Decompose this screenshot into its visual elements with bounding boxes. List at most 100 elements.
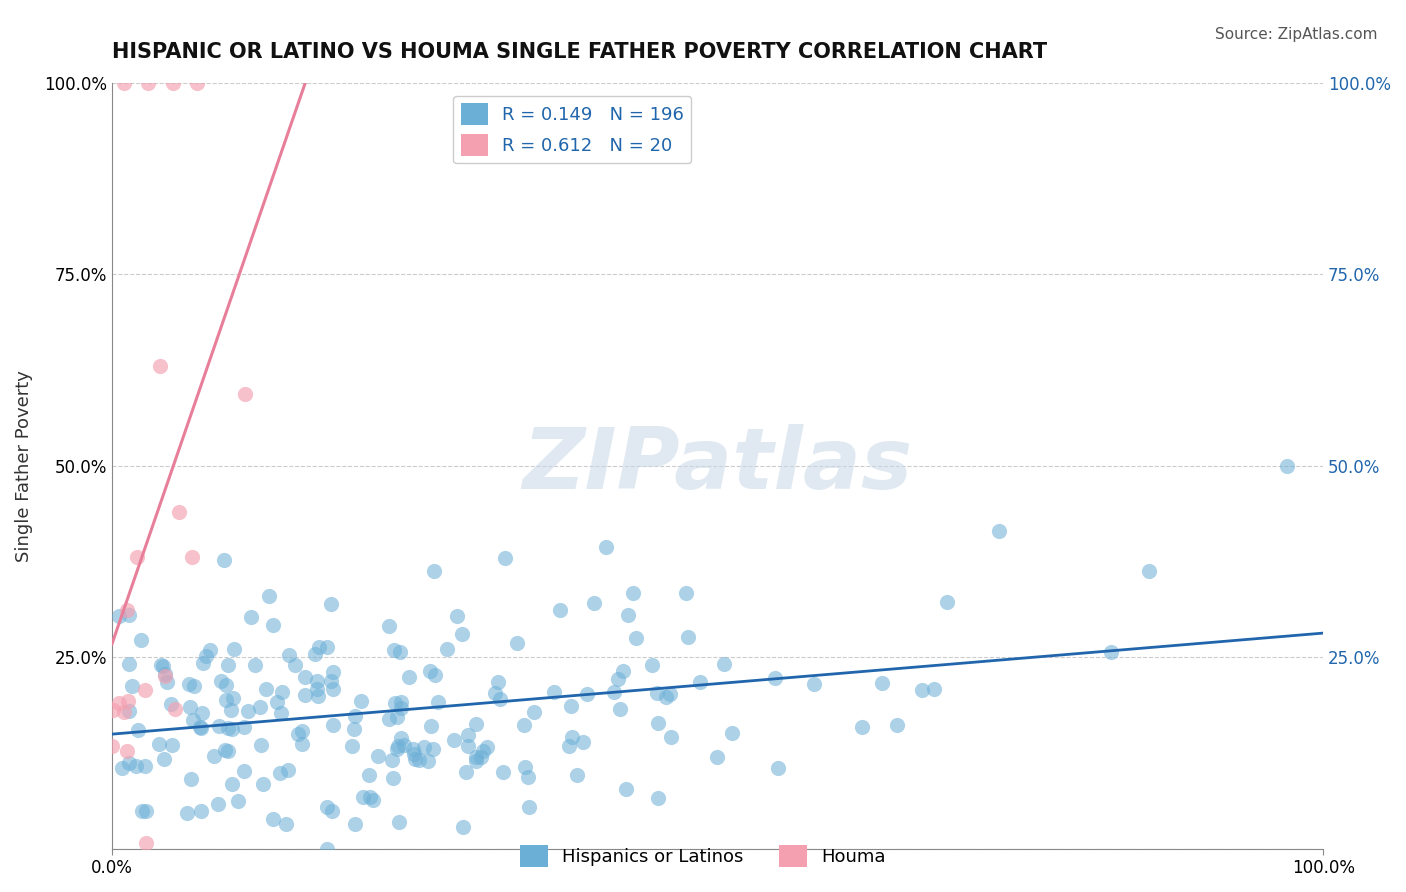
Hispanics or Latinos: [464, 716, 486, 731]
Hispanics or Latinos: [135, 805, 157, 819]
Hispanics or Latinos: [239, 609, 262, 624]
Hispanics or Latinos: [678, 631, 700, 645]
Hispanics or Latinos: [446, 609, 468, 624]
Hispanics or Latinos: [249, 738, 271, 752]
Hispanics or Latinos: [721, 726, 744, 740]
Hispanics or Latinos: [451, 821, 474, 835]
Hispanics or Latinos: [492, 764, 515, 779]
Hispanics or Latinos: [456, 764, 478, 779]
Hispanics or Latinos: [382, 771, 405, 785]
Hispanics or Latinos: [470, 750, 492, 764]
Hispanics or Latinos: [243, 657, 266, 672]
Hispanics or Latinos: [523, 705, 546, 719]
Hispanics or Latinos: [307, 689, 329, 703]
Hispanics or Latinos: [377, 712, 399, 726]
Houma: [101, 703, 124, 717]
Hispanics or Latinos: [252, 777, 274, 791]
Hispanics or Latinos: [543, 684, 565, 698]
Hispanics or Latinos: [190, 804, 212, 818]
Legend: R = 0.149   N = 196, R = 0.612   N = 20: R = 0.149 N = 196, R = 0.612 N = 20: [453, 95, 692, 163]
Houma: [169, 505, 191, 519]
Hispanics or Latinos: [121, 679, 143, 693]
Hispanics or Latinos: [352, 790, 374, 805]
Hispanics or Latinos: [659, 730, 682, 744]
Hispanics or Latinos: [621, 586, 644, 600]
Hispanics or Latinos: [107, 609, 129, 624]
Hispanics or Latinos: [215, 678, 238, 692]
Hispanics or Latinos: [572, 735, 595, 749]
Hispanics or Latinos: [558, 739, 581, 753]
Hispanics or Latinos: [202, 749, 225, 764]
Hispanics or Latinos: [988, 524, 1011, 538]
Hispanics or Latinos: [1137, 564, 1160, 578]
Hispanics or Latinos: [488, 691, 510, 706]
Hispanics or Latinos: [257, 589, 280, 603]
Houma: [112, 76, 135, 90]
Hispanics or Latinos: [316, 640, 339, 655]
Hispanics or Latinos: [381, 753, 404, 767]
Hispanics or Latinos: [924, 682, 946, 697]
Hispanics or Latinos: [427, 695, 450, 709]
Hispanics or Latinos: [125, 758, 148, 772]
Hispanics or Latinos: [387, 739, 409, 754]
Hispanics or Latinos: [270, 706, 292, 721]
Hispanics or Latinos: [654, 690, 676, 705]
Hispanics or Latinos: [647, 716, 669, 731]
Hispanics or Latinos: [506, 636, 529, 650]
Hispanics or Latinos: [385, 710, 408, 724]
Hispanics or Latinos: [322, 682, 344, 697]
Hispanics or Latinos: [190, 721, 212, 735]
Hispanics or Latinos: [436, 642, 458, 657]
Hispanics or Latinos: [457, 728, 479, 742]
Hispanics or Latinos: [609, 702, 631, 716]
Hispanics or Latinos: [359, 789, 381, 804]
Hispanics or Latinos: [382, 643, 405, 657]
Hispanics or Latinos: [294, 688, 316, 702]
Hispanics or Latinos: [321, 804, 343, 818]
Hispanics or Latinos: [118, 704, 141, 718]
Hispanics or Latinos: [561, 730, 583, 744]
Hispanics or Latinos: [193, 656, 215, 670]
Hispanics or Latinos: [612, 664, 634, 678]
Hispanics or Latinos: [398, 670, 420, 684]
Hispanics or Latinos: [389, 645, 412, 659]
Hispanics or Latinos: [180, 772, 202, 786]
Hispanics or Latinos: [363, 793, 385, 807]
Hispanics or Latinos: [402, 742, 425, 756]
Hispanics or Latinos: [118, 756, 141, 771]
Hispanics or Latinos: [305, 681, 328, 696]
Hispanics or Latinos: [603, 685, 626, 699]
Text: ZIPatlas: ZIPatlas: [523, 425, 912, 508]
Hispanics or Latinos: [513, 760, 536, 774]
Hispanics or Latinos: [117, 657, 139, 671]
Hispanics or Latinos: [340, 739, 363, 753]
Hispanics or Latinos: [343, 709, 366, 723]
Hispanics or Latinos: [607, 672, 630, 686]
Hispanics or Latinos: [803, 677, 825, 691]
Hispanics or Latinos: [911, 683, 934, 698]
Hispanics or Latinos: [209, 674, 232, 689]
Hispanics or Latinos: [262, 812, 284, 826]
Hispanics or Latinos: [287, 726, 309, 740]
Hispanics or Latinos: [389, 701, 412, 715]
Hispanics or Latinos: [262, 618, 284, 632]
Hispanics or Latinos: [269, 766, 291, 780]
Hispanics or Latinos: [207, 797, 229, 811]
Houma: [149, 359, 172, 373]
Hispanics or Latinos: [419, 719, 441, 733]
Houma: [135, 836, 157, 850]
Hispanics or Latinos: [614, 782, 637, 797]
Hispanics or Latinos: [194, 648, 217, 663]
Hispanics or Latinos: [565, 768, 588, 782]
Hispanics or Latinos: [315, 799, 337, 814]
Houma: [134, 683, 156, 698]
Hispanics or Latinos: [384, 696, 406, 710]
Houma: [153, 668, 176, 682]
Houma: [108, 696, 131, 710]
Hispanics or Latinos: [416, 755, 439, 769]
Houma: [117, 603, 139, 617]
Hispanics or Latinos: [160, 698, 183, 712]
Hispanics or Latinos: [316, 841, 339, 855]
Houma: [115, 744, 138, 758]
Hispanics or Latinos: [226, 794, 249, 808]
